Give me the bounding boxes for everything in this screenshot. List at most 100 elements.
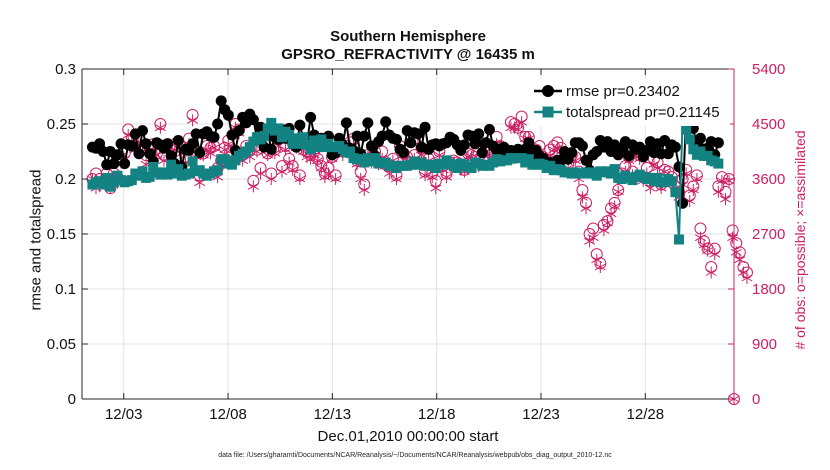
asterisk-stroke: [612, 188, 624, 196]
obs-assimilated-point: [187, 114, 199, 127]
y2-tick-label: 900: [752, 336, 777, 353]
obs-assimilated-point: [734, 253, 746, 266]
asterisk-stroke: [390, 175, 402, 183]
asterisk-stroke: [712, 188, 724, 196]
rmse-point: [215, 95, 227, 107]
rmse-point: [677, 197, 689, 209]
totalspread-point: [291, 133, 302, 144]
rmse-point: [305, 111, 317, 123]
rmse-point: [358, 130, 370, 142]
obs-assimilated-point: [441, 171, 452, 184]
rmse-point: [390, 133, 402, 145]
totalspread-point: [670, 187, 681, 198]
y-tick-label: 0.05: [47, 336, 76, 353]
totalspread-point: [316, 134, 327, 145]
asterisk-stroke: [244, 153, 256, 161]
totalspread-point: [126, 175, 137, 186]
rmse-point: [133, 148, 145, 160]
obs-assimilated-point: [602, 217, 613, 229]
rmse-point: [476, 147, 488, 159]
x-tick-label: 12/13: [314, 406, 352, 423]
obs-assimilated-point: [430, 182, 442, 195]
rmse-point: [233, 125, 245, 137]
asterisk-stroke: [705, 269, 717, 276]
obs-assimilated-point: [709, 248, 721, 261]
totalspread-point: [166, 159, 177, 170]
rmse-point: [294, 119, 306, 131]
obs-assimilated-point: [594, 261, 606, 273]
asterisk-stroke: [609, 203, 621, 210]
asterisk-stroke: [276, 168, 288, 176]
rmse-point: [412, 128, 424, 140]
obs-assimilated-point: [208, 141, 220, 154]
rmse-point: [265, 143, 277, 155]
asterisk-stroke: [594, 263, 606, 271]
obs-assimilated-point: [680, 167, 692, 180]
obs-assimilated-point: [255, 167, 267, 180]
obs-assimilated-point: [687, 184, 699, 196]
asterisk-stroke: [433, 151, 445, 159]
rmse-point: [340, 117, 352, 129]
rmse-point: [458, 139, 470, 151]
y2-tick-label: 5400: [752, 61, 785, 78]
obs-assimilated-point: [712, 185, 724, 198]
asterisk-stroke: [315, 164, 327, 172]
obs-assimilated-point: [587, 231, 599, 244]
rmse-point: [483, 124, 495, 135]
y-tick-label: 0.2: [55, 171, 76, 188]
asterisk-stroke: [255, 170, 267, 177]
asterisk-stroke: [222, 140, 234, 148]
obs-assimilated-point: [247, 180, 259, 193]
asterisk-stroke: [312, 157, 324, 165]
y2-tick-label: 3600: [752, 171, 785, 188]
obs-assimilated-point: [580, 202, 592, 215]
asterisk-stroke: [737, 269, 749, 276]
obs-assimilated-point: [612, 185, 624, 198]
asterisk-stroke: [720, 195, 731, 203]
asterisk-stroke: [687, 186, 699, 194]
totalspread-point: [162, 169, 173, 180]
obs-assimilated-point: [609, 200, 621, 213]
asterisk-stroke: [283, 159, 295, 166]
obs-assimilated-point: [426, 171, 438, 184]
ticks: 12/03 12/08 12/13 12/18 12/23 12/28 0 0.05 0.1 0.…: [47, 61, 786, 423]
legend-rmse-label: rmse pr=0.23402: [566, 83, 680, 100]
asterisk-stroke: [709, 250, 721, 258]
totalspread-point: [609, 164, 620, 175]
rmse-point: [194, 147, 206, 159]
y-tick-label: 0.3: [55, 61, 76, 78]
obs-assimilated-point: [576, 191, 588, 204]
legend-rmse-marker: [542, 85, 554, 97]
asterisk-stroke: [294, 175, 306, 183]
obs-assimilated-point: [705, 266, 717, 279]
totalspread-point: [344, 146, 355, 157]
asterisk-stroke: [691, 175, 703, 183]
totalspread-point: [681, 124, 692, 135]
totalspread-point: [287, 138, 298, 149]
asterisk-stroke: [727, 234, 739, 242]
rmse-point: [172, 135, 184, 146]
rmse-point: [208, 131, 220, 143]
chart-subtitle: GPSRO_REFRACTIVITY @ 16435 m: [281, 46, 535, 63]
asterisk-stroke: [308, 151, 320, 159]
y2-axis-label: # of obs: o=possible; ×=assimilated: [792, 130, 808, 350]
totalspread-point: [298, 132, 309, 143]
rmse-point: [111, 149, 123, 161]
rmse-point: [162, 138, 174, 150]
totalspread-point: [666, 176, 677, 187]
totalspread-point: [312, 142, 323, 153]
totalspread-point: [369, 153, 380, 164]
obs-assimilated-point: [720, 193, 731, 206]
legend-box: [530, 78, 730, 126]
obs-assimilated-point: [330, 173, 342, 185]
obs-assimilated-point: [355, 173, 367, 185]
rmse-point: [673, 161, 685, 173]
rmse-point: [140, 138, 152, 150]
asterisk-stroke: [323, 170, 334, 177]
totalspread-point: [266, 117, 277, 128]
asterisk-stroke: [698, 241, 710, 249]
asterisk-stroke: [741, 274, 753, 282]
obs-assimilated-point: [323, 167, 334, 180]
asterisk-stroke: [430, 184, 442, 192]
totalspread-point: [284, 130, 295, 140]
